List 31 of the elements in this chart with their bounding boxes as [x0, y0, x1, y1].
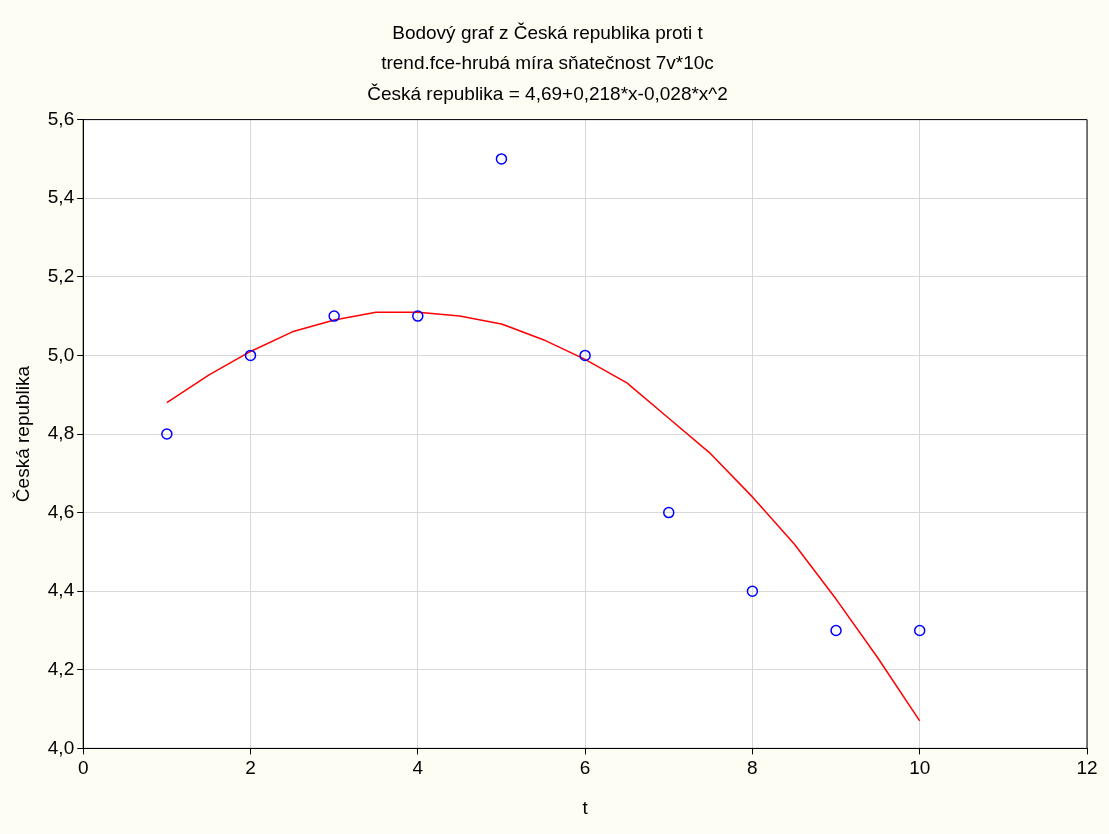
x-tick-label: 4	[412, 757, 424, 779]
y-tick-label: 4,4	[47, 579, 75, 601]
point	[913, 624, 926, 637]
chart-title: Bodový graf z Česká republika proti t	[392, 21, 704, 43]
point	[412, 310, 424, 322]
y-tick-label: 5,0	[47, 343, 75, 365]
point	[579, 349, 591, 362]
x-tick-label: 10	[909, 757, 931, 779]
y-axis-title: Česká republika	[11, 365, 33, 503]
y-tick-label: 4,2	[47, 658, 75, 680]
x-tick-label: 2	[245, 757, 256, 779]
point	[830, 624, 842, 637]
x-axis-title: t	[582, 796, 589, 818]
y-tick-label: 5,2	[47, 265, 75, 287]
point	[328, 310, 340, 322]
point	[244, 349, 257, 362]
x-tick-label: 12	[1076, 757, 1098, 779]
y-tick-label: 5,6	[47, 107, 75, 129]
y-tick-label: 4,8	[47, 422, 75, 444]
y-tick-label: 4,0	[47, 736, 75, 758]
chart-subtitle: trend.fce-hrubá míra sňatečnost 7v*10c	[381, 52, 714, 74]
point	[663, 506, 675, 519]
point	[746, 585, 759, 597]
y-tick-label: 4,6	[47, 500, 75, 522]
y-tick-label: 5,4	[47, 186, 75, 208]
x-tick-label: 0	[77, 757, 89, 779]
x-tick-label: 6	[579, 757, 591, 779]
text: Česká republika = 4,69+0,218*x-0,028*x^2	[367, 82, 728, 104]
x-tick-label: 8	[747, 757, 758, 779]
point	[495, 153, 508, 165]
point	[161, 428, 173, 440]
